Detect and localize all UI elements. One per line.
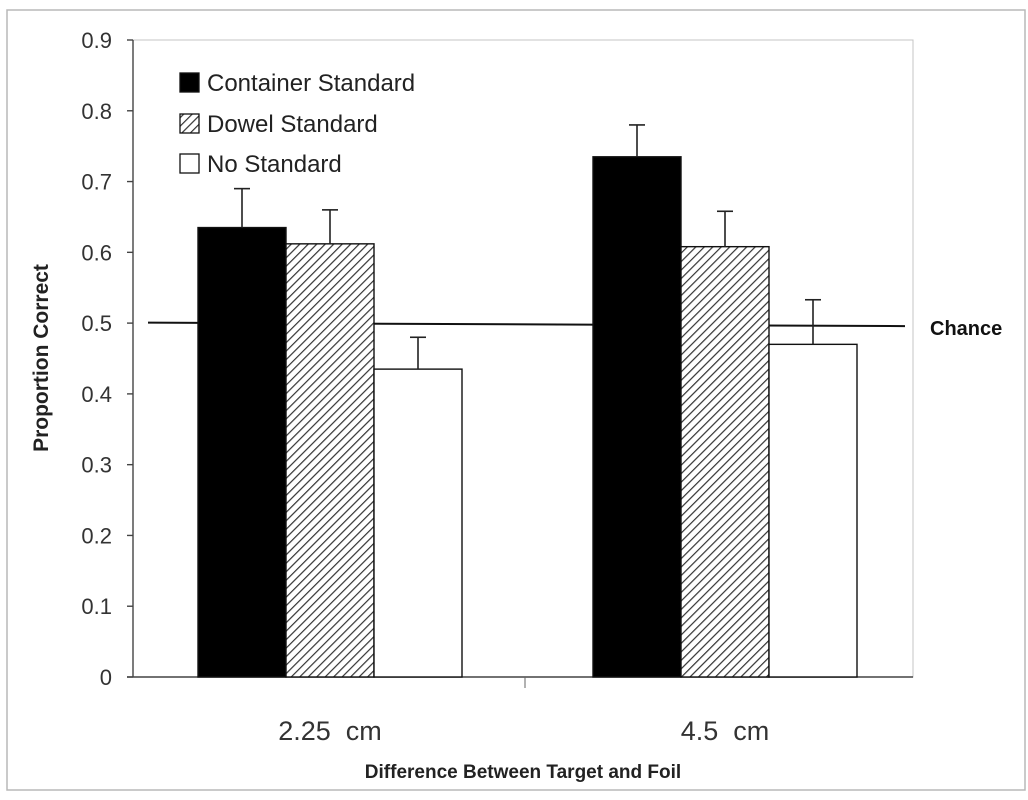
bar-dowel-standard: [285, 243, 375, 678]
y-tick-label: 0.8: [81, 99, 112, 124]
bars: [197, 156, 858, 678]
bar-dowel-standard: [680, 245, 770, 678]
y-tick-label: 0.3: [81, 453, 112, 478]
y-tick-label: 0.7: [81, 170, 112, 195]
y-tick-label: 0.9: [81, 28, 112, 53]
legend-swatch: [179, 153, 200, 174]
error-bars: [234, 124, 821, 370]
y-axis: 0 0.1 0.2 0.3 0.4 0.5 0.6 0.7 0.8 0.9: [81, 28, 134, 690]
bar-container-standard: [197, 226, 287, 678]
legend-swatch: [179, 113, 200, 134]
legend-label: Dowel Standard: [207, 111, 378, 138]
x-axis: [127, 676, 913, 688]
y-axis-title: Proportion Correct: [30, 264, 53, 452]
legend-label: No Standard: [207, 151, 342, 178]
y-tick-label: 0.4: [81, 382, 112, 407]
y-tick-label: 0.5: [81, 311, 112, 336]
y-tick-label: 0: [100, 665, 112, 690]
bar-no-standard: [373, 368, 463, 678]
x-axis-title: Difference Between Target and Foil: [365, 762, 681, 783]
x-tick-label: 4.5 cm: [681, 716, 770, 746]
chance-label: Chance: [930, 318, 1002, 340]
y-tick-label: 0.2: [81, 523, 112, 548]
y-tick-label: 0.1: [81, 594, 112, 619]
x-tick-labels: 2.25 cm 4.5 cm: [278, 716, 769, 746]
legend-label: Container Standard: [207, 70, 415, 97]
legend: Container Standard Dowel Standard No Stand…: [179, 70, 415, 178]
x-tick-label: 2.25 cm: [278, 716, 382, 746]
figure-frame: [6, 9, 1026, 791]
y-tick-label: 0.6: [81, 240, 112, 265]
legend-swatch: [179, 72, 200, 93]
bar-no-standard: [768, 343, 858, 678]
bar-container-standard: [592, 156, 682, 678]
